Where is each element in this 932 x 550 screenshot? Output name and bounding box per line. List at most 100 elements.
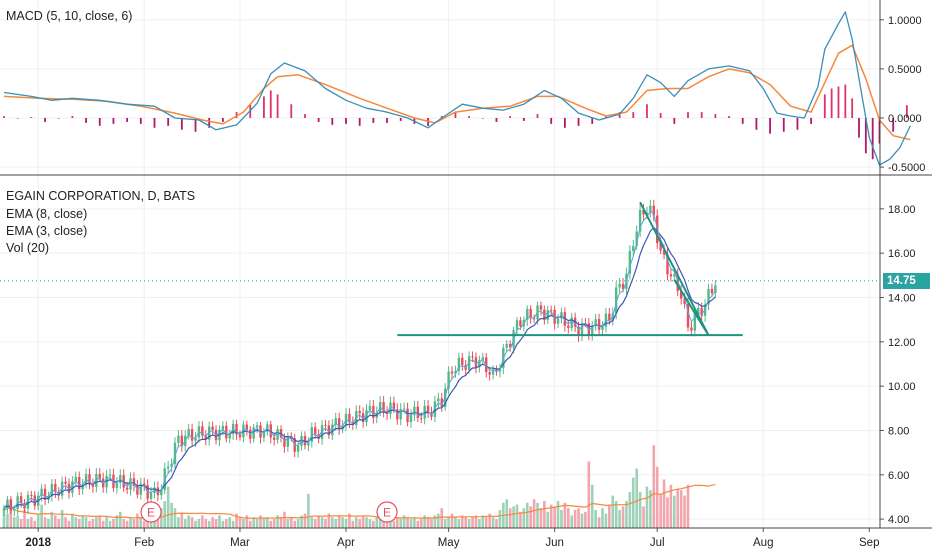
candle-body	[132, 478, 136, 486]
volume-bar	[81, 515, 84, 528]
price-tick-label: 8.00	[888, 425, 909, 437]
volume-bar	[676, 488, 680, 528]
candle-body	[402, 408, 406, 410]
volume-bar	[553, 506, 556, 528]
volume-bar	[187, 515, 190, 528]
volume-bar	[546, 511, 550, 528]
volume-bar	[98, 515, 102, 528]
candle-body	[519, 320, 522, 327]
volume-bar	[170, 502, 173, 528]
volume-bar	[341, 517, 344, 528]
volume-bar	[77, 519, 81, 528]
volume-bar	[669, 484, 673, 528]
volume-bar	[536, 502, 539, 528]
candle-body	[577, 326, 580, 336]
candle-body	[679, 290, 683, 299]
macd-histogram-bar	[769, 117, 771, 134]
volume-bar	[447, 517, 450, 528]
volume-bar	[180, 513, 184, 528]
macd-histogram-bar	[208, 117, 211, 128]
candle-body	[669, 274, 673, 277]
macd-tick-label: -0.5000	[888, 162, 925, 174]
macd-tick-label: 0.0000	[888, 113, 922, 125]
macd-histogram-bar	[577, 117, 580, 126]
volume-bar	[84, 517, 88, 528]
volume-bar	[409, 519, 413, 528]
candle-body	[594, 319, 597, 327]
ema3-legend[interactable]: EMA (3, close)	[6, 224, 88, 238]
candle-body	[365, 410, 368, 422]
volume-bar	[279, 517, 283, 528]
volume-bar	[608, 504, 611, 528]
candle-body	[485, 357, 488, 373]
macd-histogram-bar	[85, 117, 87, 123]
macd-histogram-bar	[714, 114, 717, 118]
volume-bar	[515, 504, 519, 528]
volume-bar	[478, 519, 481, 528]
candle-body	[707, 288, 710, 305]
candle-body	[710, 288, 714, 293]
candle-body	[399, 409, 402, 420]
volume-bar	[276, 515, 279, 528]
candle-body	[628, 250, 632, 274]
candle-body	[659, 243, 662, 251]
volume-bar	[296, 519, 300, 528]
macd-histogram-bar	[632, 112, 635, 118]
volume-bar	[645, 486, 649, 528]
volume-bar	[337, 515, 341, 528]
volume-bar	[173, 508, 177, 528]
chart-title[interactable]: EGAIN CORPORATION, D, BATS	[6, 189, 196, 203]
time-tick-label: Feb	[134, 537, 154, 549]
candle-body	[601, 326, 604, 330]
volume-bar	[402, 515, 406, 528]
candle-body	[515, 320, 519, 331]
candle-body	[334, 418, 337, 425]
descending-trendline	[639, 201, 710, 336]
volume-bar	[218, 515, 221, 528]
candle-body	[420, 417, 423, 419]
candle-body	[160, 490, 163, 496]
candle-body	[71, 481, 74, 493]
volume-bar	[457, 519, 461, 528]
candle-body	[673, 274, 676, 277]
candle-body	[389, 402, 392, 415]
volume-bar	[365, 517, 368, 528]
volume-bar	[228, 517, 232, 528]
ema8-legend[interactable]: EMA (8, close)	[6, 207, 88, 221]
candle-body	[262, 431, 266, 438]
volume-bar	[33, 520, 37, 528]
volume-bar	[183, 519, 187, 528]
macd-histogram-bar	[345, 117, 347, 124]
trend-annotations[interactable]	[0, 201, 880, 337]
volume-bar	[573, 510, 577, 528]
macd-histogram-bar	[823, 94, 826, 118]
volume-bar	[430, 519, 433, 528]
macd-histogram-bar	[399, 117, 402, 121]
volume-bar	[635, 468, 638, 528]
candle-body	[129, 478, 132, 490]
volume-bar	[317, 515, 320, 528]
candle-body	[526, 308, 529, 320]
candle-body	[201, 426, 204, 436]
volume-bar	[327, 513, 331, 528]
candle-body	[368, 405, 372, 411]
candle-body	[382, 402, 385, 413]
volume-bar	[166, 486, 170, 528]
macd-tick-label: 1.0000	[888, 15, 922, 27]
earnings-marker	[140, 501, 162, 523]
macd-histogram-bar	[276, 94, 279, 118]
macd-legend[interactable]: MACD (5, 10, close, 6)	[6, 9, 133, 23]
macd-histogram-bar	[591, 117, 594, 124]
volume-bar	[146, 519, 149, 528]
volume-bar	[413, 517, 416, 528]
volume-bar	[354, 517, 358, 528]
candle-body	[666, 254, 669, 275]
volume-bar	[686, 484, 690, 528]
volume-bar	[221, 520, 225, 528]
candle-body	[33, 495, 36, 506]
volume-bar	[194, 520, 197, 528]
volume-bar	[570, 515, 574, 528]
volume-bar	[385, 517, 389, 528]
macd-histogram-bar	[659, 113, 662, 118]
volume-legend[interactable]: Vol (20)	[6, 241, 50, 255]
